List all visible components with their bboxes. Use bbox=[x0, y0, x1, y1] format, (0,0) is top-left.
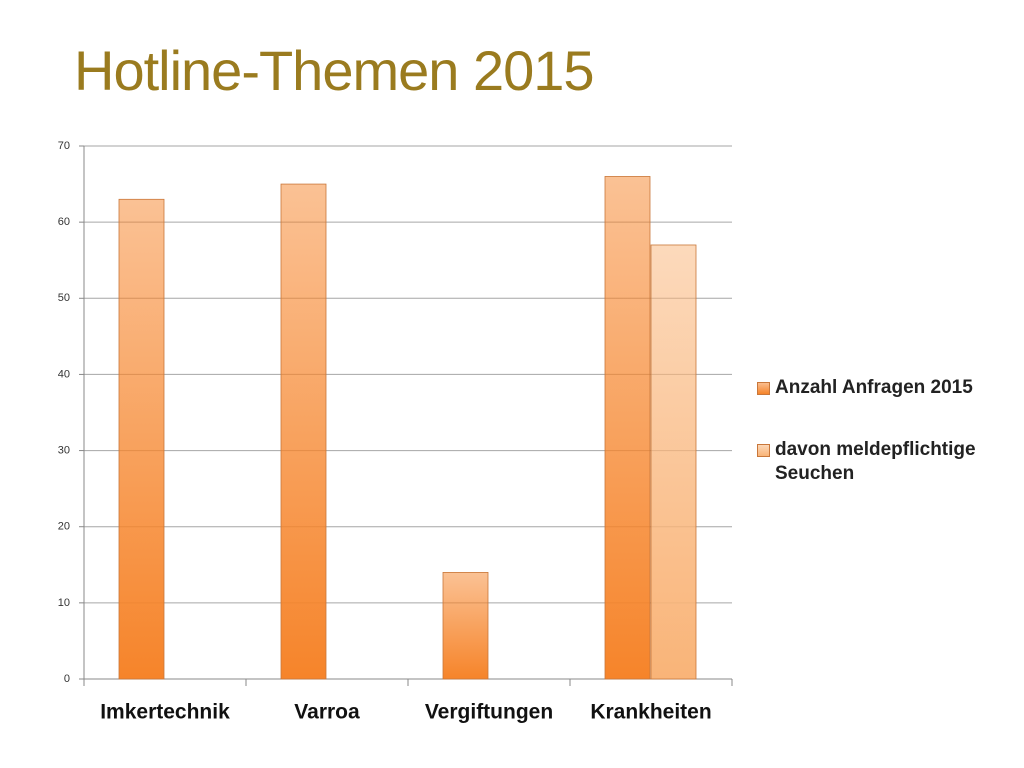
x-tick-label: Krankheiten bbox=[590, 701, 711, 724]
y-tick-label: 60 bbox=[58, 216, 70, 228]
legend-item: davon meldepflichtige Seuchen bbox=[757, 438, 1007, 486]
bar bbox=[604, 176, 651, 680]
legend-item: Anzahl Anfragen 2015 bbox=[757, 376, 1007, 400]
bar bbox=[442, 572, 489, 680]
y-tick-label: 40 bbox=[58, 368, 70, 380]
x-tick-label: Vergiftungen bbox=[425, 701, 553, 724]
bar bbox=[118, 198, 165, 680]
legend-swatch bbox=[757, 382, 770, 395]
y-tick-label: 10 bbox=[58, 597, 70, 609]
bar bbox=[650, 244, 697, 680]
chart-title: Hotline-Themen 2015 bbox=[74, 39, 595, 102]
legend-label: Anzahl Anfragen 2015 bbox=[775, 377, 973, 398]
y-tick-label: 50 bbox=[58, 292, 70, 304]
y-tick-label: 70 bbox=[58, 140, 70, 152]
bar bbox=[280, 183, 327, 680]
legend-swatch bbox=[757, 444, 770, 457]
x-tick-label: Imkertechnik bbox=[100, 701, 230, 724]
legend-label: davon meldepflichtige Seuchen bbox=[775, 439, 976, 484]
y-tick-label: 0 bbox=[64, 673, 70, 685]
y-tick-label: 30 bbox=[58, 444, 70, 456]
y-tick-label: 20 bbox=[58, 521, 70, 533]
x-tick-label: Varroa bbox=[294, 701, 360, 724]
